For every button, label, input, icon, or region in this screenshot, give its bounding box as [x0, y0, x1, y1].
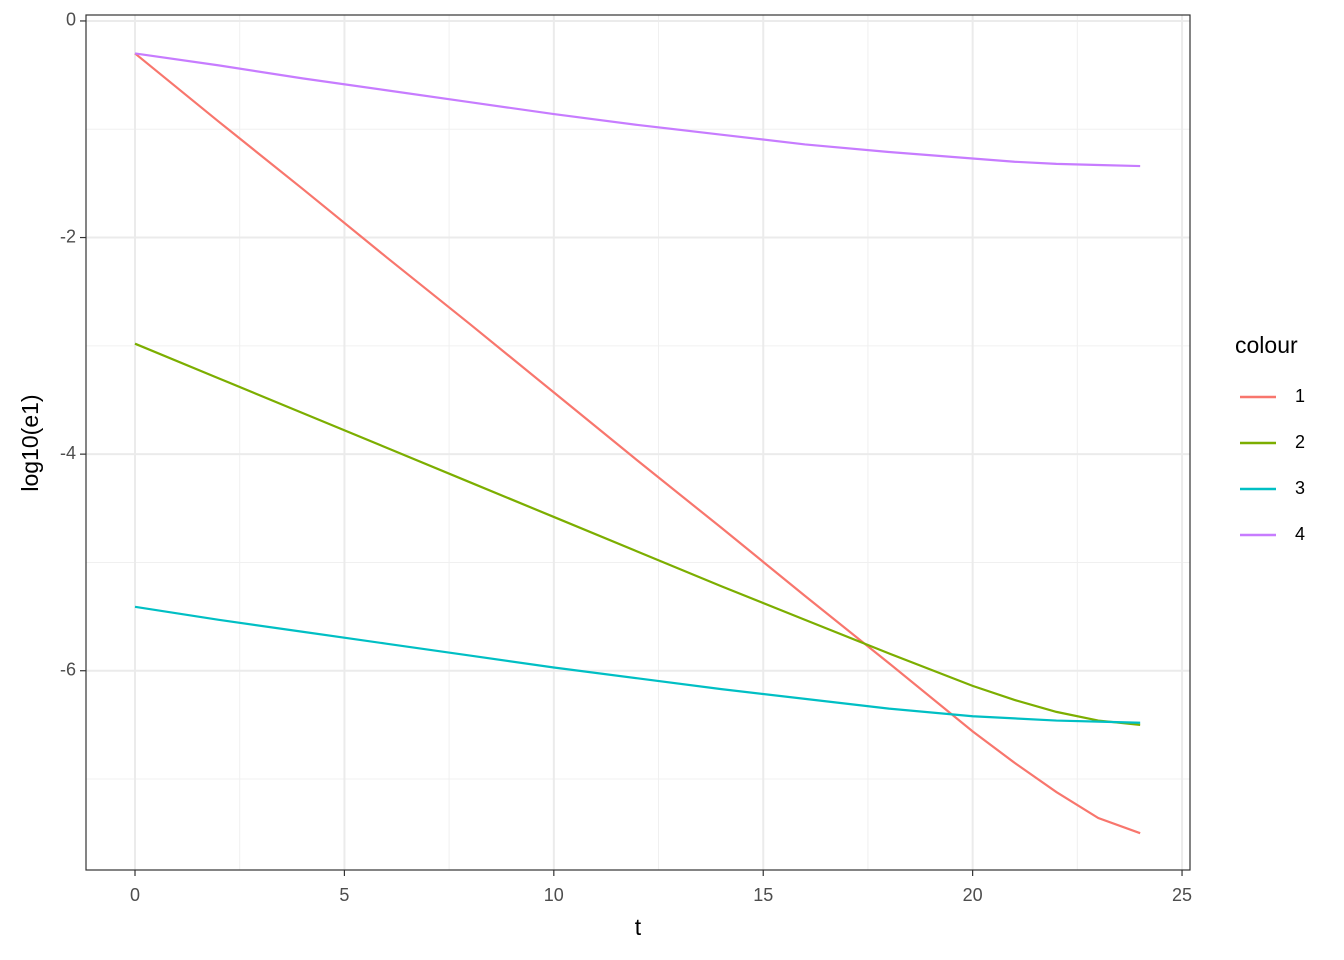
y-axis-title: log10(e1)	[17, 394, 43, 491]
series-line	[134, 52, 1141, 835]
legend-label: 1	[1295, 386, 1305, 406]
series-line	[134, 342, 1141, 726]
legend-label: 3	[1295, 478, 1305, 498]
series-line	[134, 605, 1141, 724]
legend-label: 2	[1295, 432, 1305, 452]
x-tick-label: 0	[130, 885, 140, 905]
y-tick-label: -2	[60, 226, 76, 246]
x-axis-title: t	[635, 914, 642, 940]
x-tick-label: 5	[339, 885, 349, 905]
legend-title: colour	[1235, 332, 1298, 358]
x-tick-label: 25	[1172, 885, 1192, 905]
x-tick-label: 15	[753, 885, 773, 905]
x-tick-label: 20	[963, 885, 983, 905]
x-tick-label: 10	[544, 885, 564, 905]
y-tick-label: -6	[60, 659, 76, 679]
legend-label: 4	[1295, 524, 1305, 544]
plot-border	[85, 14, 1191, 871]
series-line	[134, 52, 1141, 168]
y-tick-label: -4	[60, 443, 76, 463]
y-tick-label: 0	[66, 10, 76, 30]
